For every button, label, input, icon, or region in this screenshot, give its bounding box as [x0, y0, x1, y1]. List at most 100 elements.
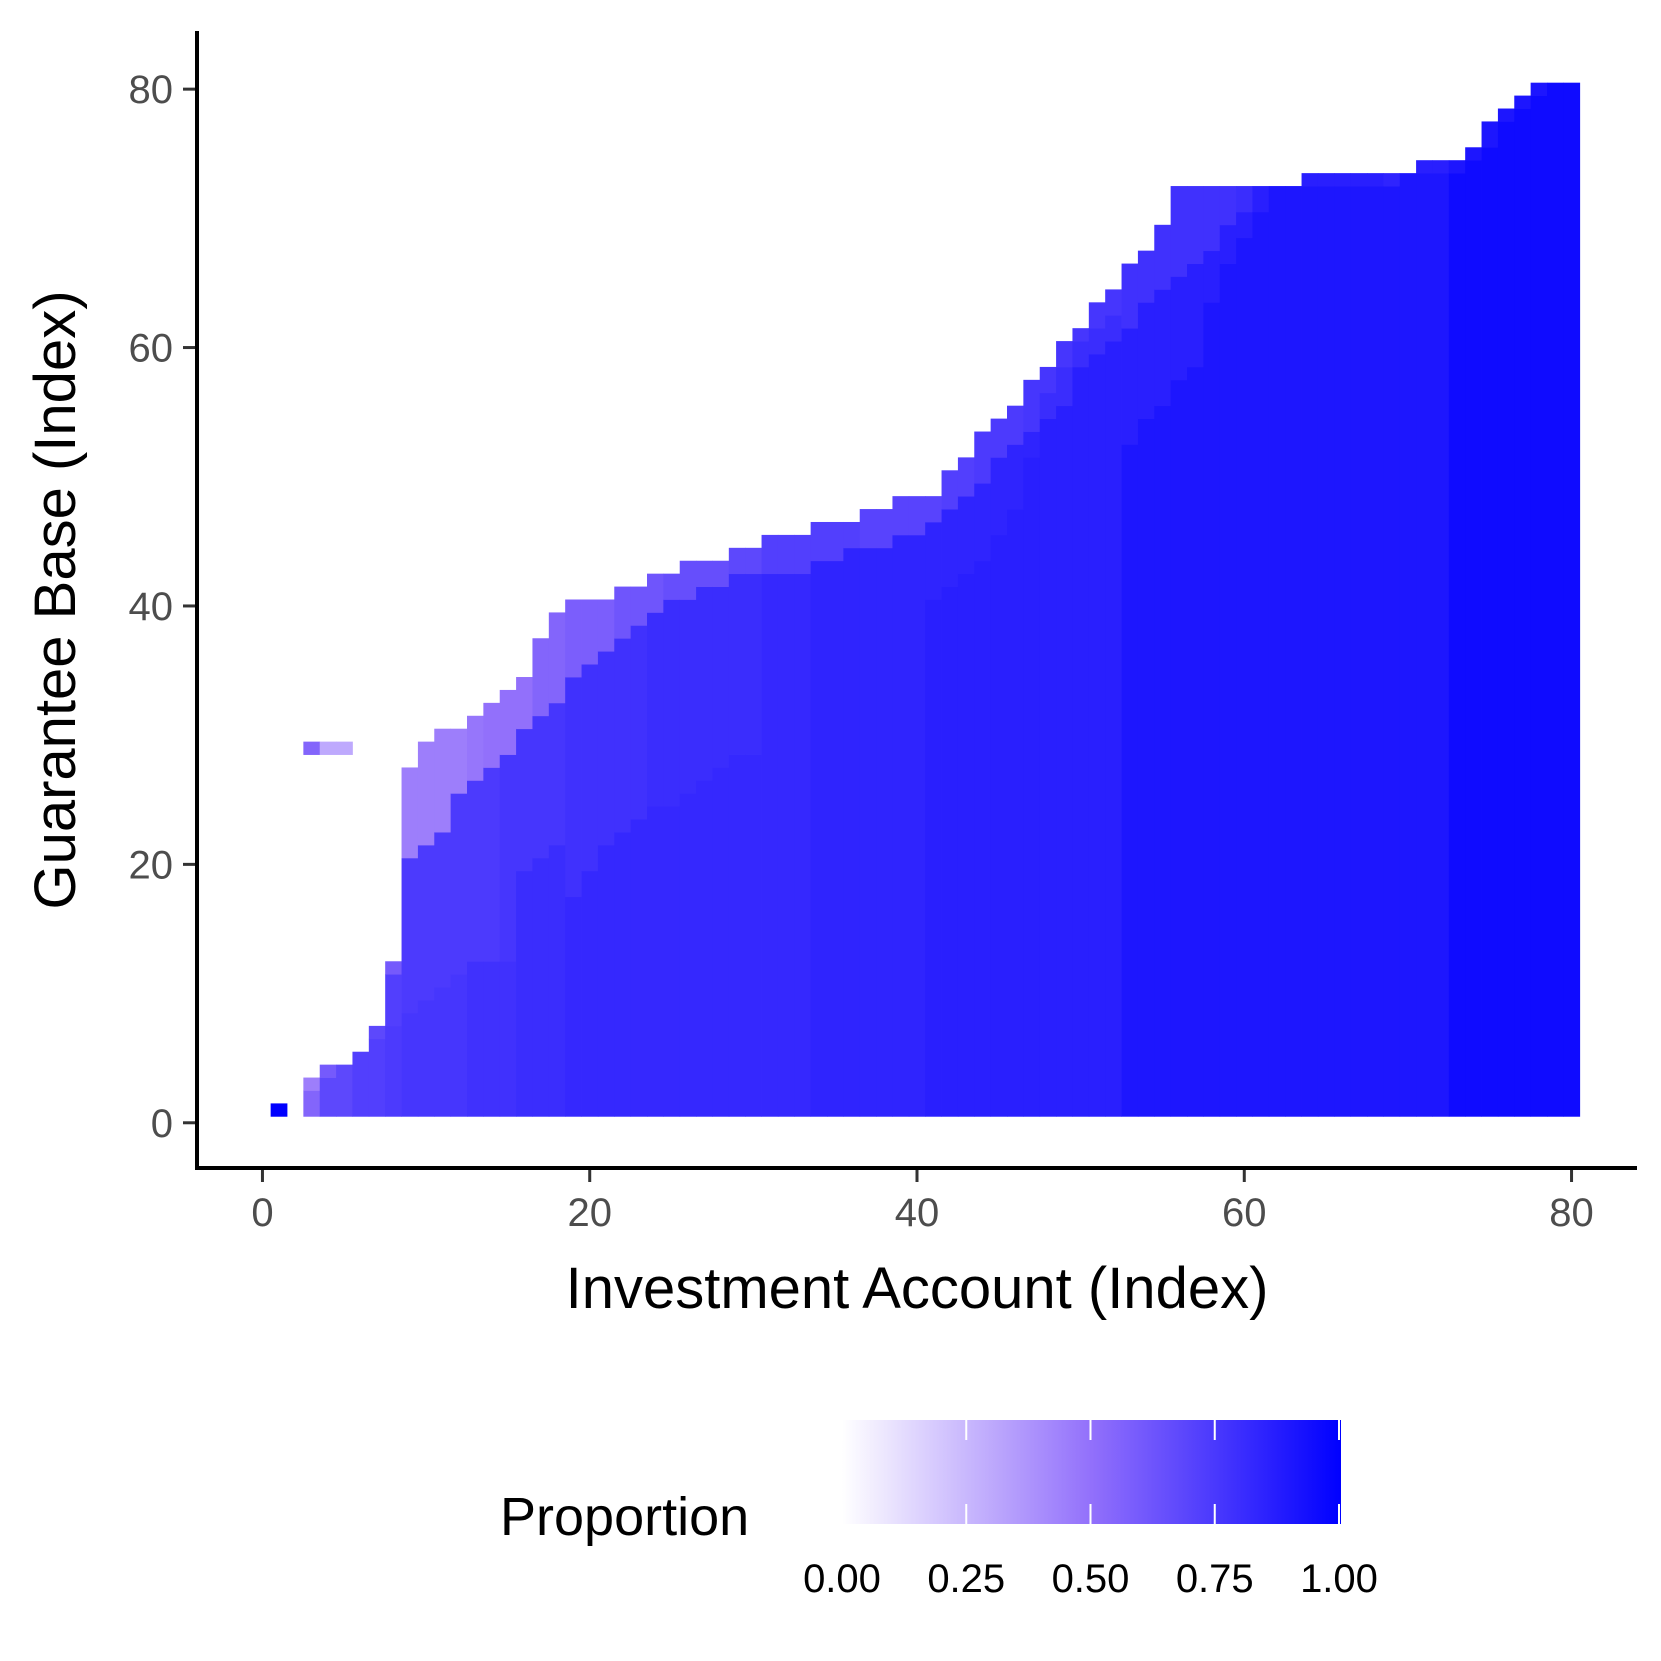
heatmap-cell [1072, 341, 1090, 368]
heatmap-cell [1056, 405, 1073, 1117]
heatmap-cell [777, 534, 795, 575]
heatmap-cell [483, 767, 501, 962]
y-tick-label: 20 [129, 843, 174, 887]
heatmap-cell [827, 521, 844, 562]
heatmap-cell [417, 1000, 435, 1117]
heatmap-cell [417, 844, 435, 1001]
heatmap-cell [925, 521, 942, 600]
heatmap-cell [1121, 328, 1139, 445]
heatmap-cell [1219, 263, 1237, 1117]
heatmap-cell [368, 1025, 386, 1040]
heatmap-cell [597, 651, 615, 846]
heatmap-cell [1432, 173, 1450, 1117]
heatmap-cell [1514, 95, 1532, 109]
heatmap-cell [1350, 173, 1368, 187]
heatmap-cell [1481, 147, 1499, 1117]
heatmap-cell [319, 1064, 337, 1078]
heatmap-cell [957, 457, 975, 497]
heatmap-cell [1367, 186, 1384, 1117]
heatmap-cell [401, 1012, 419, 1117]
heatmap-cell [876, 547, 893, 1117]
heatmap-cell [1252, 211, 1270, 1117]
heatmap-cell [777, 573, 795, 1117]
heatmap-cell [303, 741, 321, 755]
heatmap-cell [925, 599, 942, 1117]
heatmap-tiles [270, 82, 1581, 1117]
heatmap-cell [614, 586, 632, 639]
heatmap-cell [712, 586, 730, 768]
heatmap-cell [728, 573, 746, 755]
heatmap-cell [1530, 82, 1548, 96]
heatmap-cell [843, 521, 861, 549]
heatmap-cell [892, 534, 910, 1117]
heatmap-cell [908, 534, 926, 1117]
heatmap-cell [516, 728, 533, 872]
heatmap-cell [794, 534, 812, 575]
heatmap-cell [565, 599, 582, 678]
heatmap-cell [1072, 366, 1090, 1117]
heatmap-cell [892, 496, 910, 536]
heatmap-cell [450, 793, 468, 975]
heatmap-cell [1285, 186, 1302, 1117]
heatmap-cell [1105, 289, 1122, 316]
heatmap-cell [1268, 186, 1286, 1117]
heatmap-cell [1547, 82, 1564, 1117]
legend-tick-label: 1.00 [1300, 1557, 1378, 1601]
heatmap-cell [1023, 431, 1041, 458]
heatmap-cell [450, 728, 468, 794]
heatmap-cell [1039, 366, 1057, 394]
heatmap-cell [1007, 405, 1024, 445]
y-tick-label: 0 [151, 1102, 173, 1146]
heatmap-cell [385, 961, 402, 975]
heatmap-cell [434, 832, 452, 988]
heatmap-cell [548, 612, 566, 704]
heatmap-cell [876, 509, 893, 549]
y-axis-ticks: 0 20 40 60 80 [129, 68, 195, 1146]
heatmap-cell [385, 1025, 402, 1117]
heatmap-cell [1465, 160, 1482, 1117]
heatmap-cell [483, 702, 501, 768]
heatmap-cell [385, 974, 402, 1027]
heatmap-cell [1154, 289, 1172, 407]
heatmap-cell [1399, 173, 1417, 1117]
heatmap-cell [368, 1038, 386, 1117]
heatmap-cell [810, 521, 828, 562]
heatmap-cell [1023, 457, 1041, 1117]
heatmap-cell [303, 1090, 321, 1117]
heatmap-cell [745, 573, 762, 755]
heatmap-cell [941, 586, 959, 1117]
heatmap-cell [761, 573, 779, 1117]
heatmap-cell [1007, 509, 1024, 1117]
heatmap-cell [597, 599, 615, 652]
heatmap-cell [957, 496, 975, 575]
heatmap-cell [712, 767, 730, 1117]
heatmap-cell [990, 418, 1008, 458]
heatmap-cell [1236, 186, 1253, 213]
heatmap-cell [516, 870, 533, 1117]
heatmap-cell [1203, 186, 1221, 252]
x-tick-label: 40 [895, 1191, 940, 1235]
heatmap-cell [745, 547, 762, 575]
heatmap-cell [1088, 354, 1106, 1117]
heatmap-cell [1383, 186, 1401, 1117]
heatmap-cell [1497, 108, 1515, 122]
heatmap-cell [1252, 186, 1270, 213]
heatmap-cell [647, 573, 664, 613]
x-axis-ticks: 0 20 40 60 80 [251, 1170, 1594, 1235]
heatmap-cell [663, 573, 681, 600]
heatmap-cell [990, 534, 1008, 1117]
heatmap-cell [810, 560, 828, 1117]
heatmap-cell [1367, 173, 1384, 187]
heatmap-cell [1432, 160, 1450, 174]
heatmap-cell [859, 509, 877, 549]
heatmap-cell [1023, 379, 1041, 432]
heatmap-cell [1056, 366, 1073, 407]
heatmap-cell [614, 638, 632, 833]
heatmap-cell [1236, 211, 1253, 239]
heatmap-cell [467, 961, 484, 1117]
legend-tick-label: 0.75 [1176, 1557, 1254, 1601]
heatmap-cell [843, 547, 861, 1117]
heatmap-cell [532, 715, 550, 859]
heatmap-cell [1416, 173, 1433, 1117]
heatmap-cell [352, 1051, 370, 1117]
